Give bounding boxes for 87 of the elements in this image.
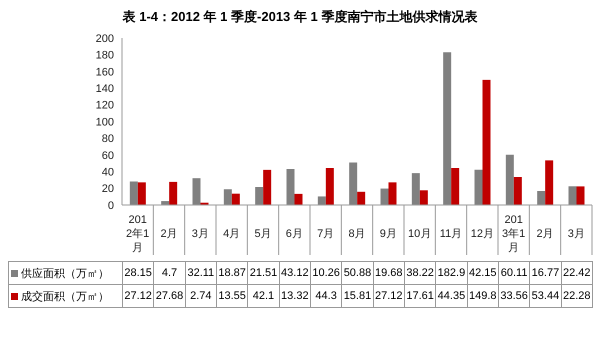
x-tick-label: 10月 [408, 228, 432, 240]
x-tick-label: 2月 [160, 228, 178, 240]
data-label: 32.11 [185, 262, 216, 284]
data-label: 38.22 [404, 262, 436, 284]
bar [537, 190, 546, 205]
data-label: 182.9 [436, 262, 468, 284]
data-label: 28.15 [122, 262, 154, 284]
y-tick-label: 0 [108, 200, 114, 212]
data-label: 16.77 [530, 262, 562, 284]
data-label: 149.8 [467, 284, 498, 308]
bar [224, 189, 232, 205]
bar [138, 182, 146, 205]
data-label: 33.56 [498, 284, 530, 308]
data-label: 10.26 [310, 262, 342, 284]
bar [232, 194, 240, 205]
y-tick-label: 200 [96, 32, 114, 45]
data-label: 42.15 [467, 262, 498, 284]
y-tick-label: 20 [102, 183, 114, 196]
x-tick-label: 3月 [568, 228, 585, 240]
x-tick-label: 6月 [286, 228, 303, 240]
x-tick-label: 4月 [223, 228, 240, 240]
x-tick-label: 5月 [254, 228, 272, 240]
bar [349, 162, 358, 205]
x-tick-label: 7月 [317, 228, 334, 240]
bar [514, 176, 522, 205]
bar [263, 170, 272, 205]
data-label: 22.28 [561, 284, 592, 308]
bar [169, 182, 178, 205]
bar [576, 186, 584, 205]
x-tick-label: 8月 [348, 228, 366, 240]
data-label: 42.1 [248, 284, 280, 308]
bar [482, 80, 490, 205]
bar [388, 182, 396, 205]
data-label: 21.51 [248, 262, 280, 284]
data-label: 27.12 [122, 284, 154, 308]
bar [420, 190, 428, 205]
data-label: 4.7 [154, 262, 186, 284]
y-tick-label: 60 [102, 150, 114, 162]
bar [255, 187, 264, 205]
x-tick-label: 3月 [192, 228, 209, 240]
y-tick-label: 160 [96, 66, 114, 78]
data-label: 60.11 [498, 262, 530, 284]
bar [326, 168, 334, 205]
data-label: 27.68 [154, 284, 186, 308]
data-label: 44.35 [436, 284, 468, 308]
x-tick-label: 2013年1月 [502, 214, 526, 254]
bar [192, 178, 200, 205]
bar [443, 52, 452, 205]
data-label: 15.81 [342, 284, 374, 308]
bar [380, 188, 388, 205]
bar [451, 168, 460, 205]
x-tick-label: 2012年1月 [126, 214, 150, 254]
y-tick-label: 40 [102, 166, 114, 179]
bar [294, 194, 302, 205]
bar [474, 170, 482, 205]
x-tick-label: 9月 [380, 228, 397, 240]
legend-label: 成交面积（万㎡） [8, 284, 122, 308]
data-label: 44.3 [310, 284, 342, 308]
bar [286, 168, 294, 205]
y-tick-label: 140 [96, 83, 114, 96]
y-tick-label: 80 [102, 133, 114, 146]
data-label: 2.74 [185, 284, 216, 308]
data-label: 53.44 [530, 284, 562, 308]
data-label: 22.42 [561, 262, 592, 284]
chart-title: 表 1-4：2012 年 1 季度-2013 年 1 季度南宁市土地供求情况表 [122, 8, 478, 26]
data-label: 13.32 [279, 284, 310, 308]
legend-label: 供应面积（万㎡） [8, 262, 122, 284]
x-tick-label: 2月 [536, 228, 554, 240]
bar [412, 173, 420, 205]
bar [506, 154, 514, 205]
bar [568, 186, 576, 205]
x-tick-label: 11月 [440, 228, 462, 240]
data-label: 50.88 [342, 262, 374, 284]
y-tick-label: 120 [96, 100, 114, 112]
data-label: 27.12 [373, 284, 404, 308]
y-tick-label: 100 [96, 116, 114, 128]
data-label: 19.68 [373, 262, 404, 284]
data-label: 17.61 [404, 284, 436, 308]
bar [357, 192, 366, 205]
data-label: 18.87 [216, 262, 248, 284]
x-tick-label: 12月 [470, 228, 494, 240]
data-label: 13.55 [216, 284, 248, 308]
bar [130, 181, 138, 205]
bar [545, 160, 554, 205]
bar [318, 196, 326, 205]
y-tick-label: 180 [96, 50, 114, 62]
data-label: 43.12 [279, 262, 310, 284]
